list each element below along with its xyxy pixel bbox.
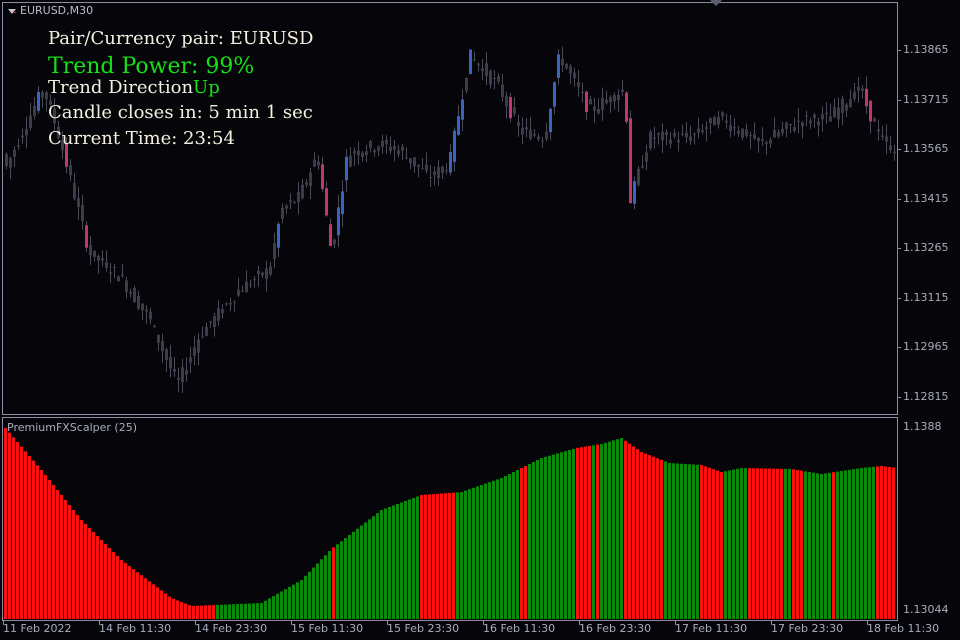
indicator-axis-top: 1.1388 (903, 420, 942, 433)
price-tick (897, 248, 901, 249)
indicator-frame[interactable] (2, 417, 898, 621)
price-tick-label: 1.13115 (903, 290, 949, 304)
time-tick (483, 620, 484, 625)
indicator-title: PremiumFXScalper (25) (7, 421, 137, 434)
price-tick (897, 396, 901, 398)
symbol-label: EURUSD,M30 (20, 4, 94, 17)
trend-direction-label: Trend Direction (48, 77, 194, 98)
chart-symbol-title[interactable]: EURUSD,M30 (8, 4, 93, 17)
indicator-histogram (4, 428, 895, 619)
price-tick (897, 99, 901, 101)
current-time: Current Time: 23:54 (48, 128, 235, 149)
time-tick-label: 11 Feb 2022 (3, 622, 72, 635)
price-tick-label: 1.13565 (903, 142, 949, 155)
time-tick-label: 17 Feb 23:30 (771, 622, 844, 635)
time-tick (195, 620, 196, 625)
time-tick-label: 17 Feb 11:30 (675, 622, 748, 635)
time-tick-label: 18 Feb 11:30 (867, 622, 940, 635)
time-tick (387, 620, 388, 625)
price-tick-label: 1.12815 (903, 389, 949, 403)
time-tick (291, 620, 292, 625)
price-tick (897, 297, 901, 299)
price-tick-label: 1.13715 (903, 92, 949, 106)
time-tick-label: 16 Feb 11:30 (483, 622, 556, 635)
trend-direction-value: Up (193, 77, 220, 98)
price-tick (897, 347, 901, 348)
time-tick (3, 620, 4, 625)
time-tick-label: 15 Feb 11:30 (291, 622, 364, 635)
candlestick-chart (5, 46, 896, 394)
trend-power: Trend Power: 99% (48, 54, 255, 79)
dropdown-triangle-icon[interactable] (8, 9, 16, 14)
time-tick (867, 620, 868, 625)
price-tick-label: 1.13415 (903, 191, 949, 205)
time-tick-label: 14 Feb 23:30 (195, 622, 268, 635)
time-tick-label: 14 Feb 11:30 (99, 622, 172, 635)
time-tick (99, 620, 100, 625)
price-tick-label: 1.13265 (903, 241, 949, 254)
main-chart-frame[interactable] (2, 2, 898, 415)
indicator-axis-bottom: 1.13044 (903, 603, 949, 616)
time-tick (675, 620, 676, 625)
price-tick (897, 198, 901, 200)
price-tick (897, 50, 901, 51)
price-tick-label: 1.12965 (903, 340, 949, 353)
pair-line: Pair/Currency pair: EURUSD (48, 28, 314, 49)
price-tick-label: 1.13865 (903, 43, 949, 56)
time-tick-label: 16 Feb 23:30 (579, 622, 652, 635)
time-tick (579, 620, 580, 625)
time-tick (771, 620, 772, 625)
status-dot-icon (14, 12, 16, 13)
trend-direction: Trend DirectionUp (48, 77, 220, 98)
price-tick (897, 149, 901, 150)
chart-shift-marker-icon[interactable] (710, 0, 722, 6)
candle-close-timer: Candle closes in: 5 min 1 sec (48, 102, 313, 123)
time-tick-label: 15 Feb 23:30 (387, 622, 460, 635)
